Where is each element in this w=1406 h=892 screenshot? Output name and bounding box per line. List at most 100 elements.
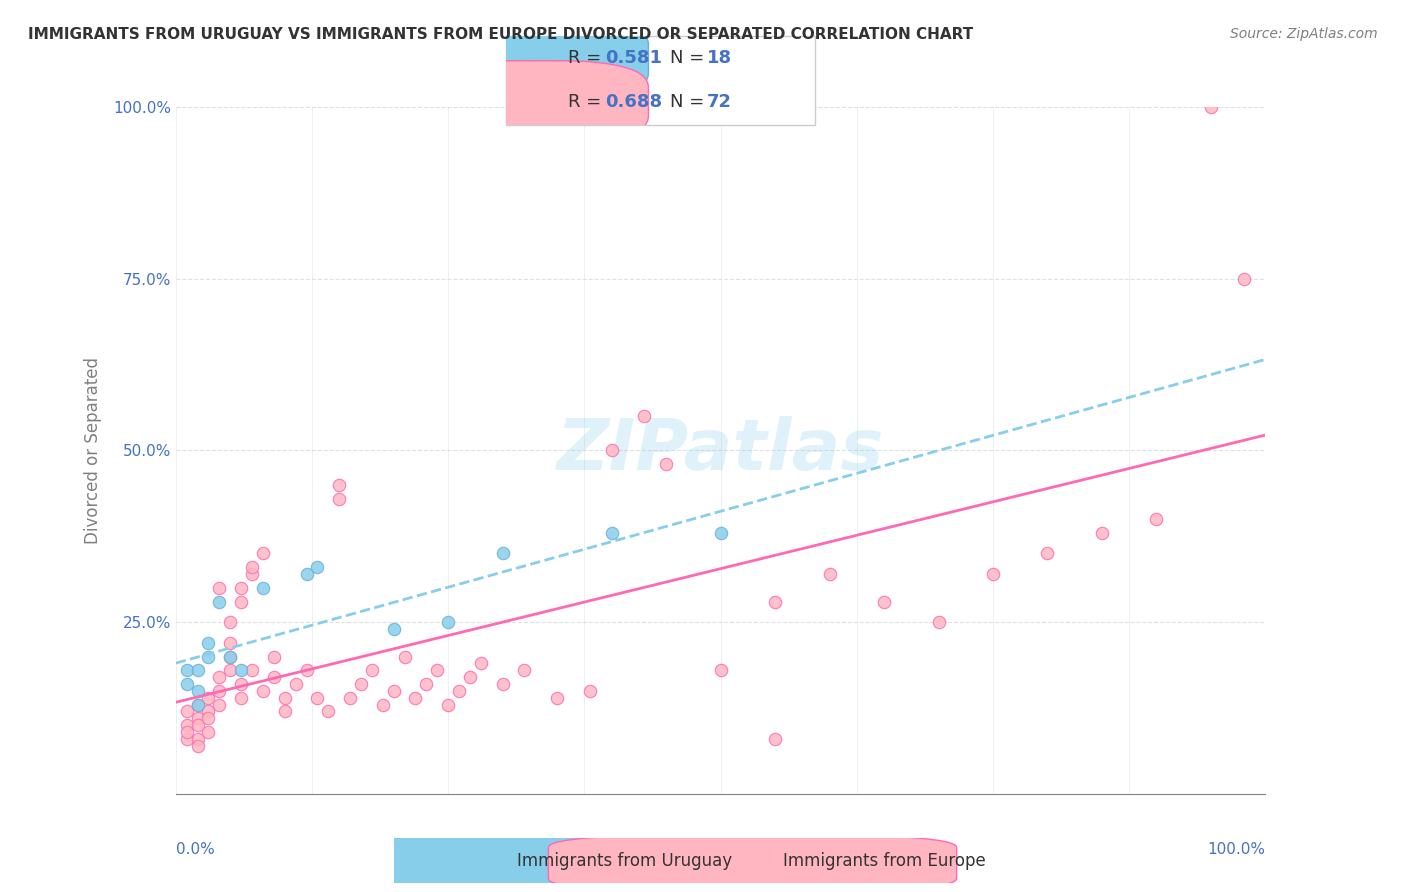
Point <box>579 683 602 698</box>
Text: ZIPatlas: ZIPatlas <box>557 416 884 485</box>
Point <box>263 670 285 684</box>
Point <box>252 683 274 698</box>
FancyBboxPatch shape <box>426 61 648 143</box>
Point <box>219 636 242 650</box>
Text: Immigrants from Uruguay: Immigrants from Uruguay <box>517 852 733 870</box>
Point <box>263 649 285 664</box>
Point <box>231 677 253 691</box>
Point <box>513 663 536 677</box>
Point <box>186 663 209 677</box>
Point <box>219 663 242 677</box>
Point <box>208 594 231 608</box>
Point <box>339 690 361 705</box>
Point <box>186 711 209 725</box>
Text: 0.688: 0.688 <box>605 93 662 111</box>
Point <box>231 594 253 608</box>
Point <box>633 409 655 423</box>
Point <box>252 581 274 595</box>
Point <box>176 731 198 746</box>
Point <box>437 615 460 630</box>
FancyBboxPatch shape <box>548 834 956 892</box>
Point <box>655 457 678 471</box>
Point <box>295 663 318 677</box>
Point <box>1144 512 1167 526</box>
Point <box>763 731 786 746</box>
Point <box>197 636 219 650</box>
Point <box>318 705 340 719</box>
Text: Immigrants from Europe: Immigrants from Europe <box>783 852 986 870</box>
Point <box>197 725 219 739</box>
Point <box>492 546 515 561</box>
Point <box>405 690 427 705</box>
Point <box>186 718 209 732</box>
Text: N =: N = <box>671 93 710 111</box>
Point <box>208 683 231 698</box>
Point <box>274 705 297 719</box>
Point <box>307 690 329 705</box>
Point <box>240 560 263 574</box>
Point <box>186 698 209 712</box>
Point <box>176 705 198 719</box>
Point <box>492 677 515 691</box>
Point <box>873 594 896 608</box>
Point <box>371 698 394 712</box>
Point <box>763 594 786 608</box>
Point <box>208 670 231 684</box>
Text: N =: N = <box>671 49 710 67</box>
Point <box>284 677 307 691</box>
Point <box>1199 100 1222 114</box>
Point <box>176 725 198 739</box>
FancyBboxPatch shape <box>283 834 690 892</box>
Point <box>360 663 382 677</box>
Point <box>600 525 623 540</box>
Point <box>981 567 1004 582</box>
Point <box>240 567 263 582</box>
Point <box>219 615 242 630</box>
Point <box>197 705 219 719</box>
Point <box>186 739 209 753</box>
Point <box>274 690 297 705</box>
Point <box>252 546 274 561</box>
Text: 0.581: 0.581 <box>605 49 662 67</box>
Point <box>458 670 481 684</box>
Point <box>382 683 405 698</box>
Point <box>208 581 231 595</box>
Point <box>818 567 841 582</box>
Point <box>240 663 263 677</box>
Text: IMMIGRANTS FROM URUGUAY VS IMMIGRANTS FROM EUROPE DIVORCED OR SEPARATED CORRELAT: IMMIGRANTS FROM URUGUAY VS IMMIGRANTS FR… <box>28 27 973 42</box>
Point <box>176 663 198 677</box>
Point <box>219 649 242 664</box>
Point <box>176 718 198 732</box>
Point <box>382 622 405 636</box>
FancyBboxPatch shape <box>426 18 648 100</box>
Point <box>350 677 373 691</box>
Point <box>197 649 219 664</box>
Point <box>328 491 350 506</box>
Point <box>307 560 329 574</box>
Text: R =: R = <box>568 49 607 67</box>
Point <box>186 731 209 746</box>
Text: Source: ZipAtlas.com: Source: ZipAtlas.com <box>1230 27 1378 41</box>
Point <box>415 677 437 691</box>
Point <box>600 443 623 458</box>
Point <box>1232 271 1256 285</box>
Point <box>219 649 242 664</box>
Point <box>394 649 416 664</box>
Text: 0.0%: 0.0% <box>176 842 215 857</box>
Text: 18: 18 <box>707 49 733 67</box>
Point <box>426 663 449 677</box>
Point <box>208 698 231 712</box>
Point <box>928 615 950 630</box>
Point <box>546 690 568 705</box>
Point <box>176 677 198 691</box>
Point <box>447 683 470 698</box>
Text: 72: 72 <box>707 93 733 111</box>
Point <box>231 663 253 677</box>
Point <box>186 683 209 698</box>
Point <box>710 663 733 677</box>
Point <box>295 567 318 582</box>
FancyBboxPatch shape <box>506 36 815 125</box>
Point <box>231 581 253 595</box>
Point <box>710 525 733 540</box>
Point <box>328 478 350 492</box>
